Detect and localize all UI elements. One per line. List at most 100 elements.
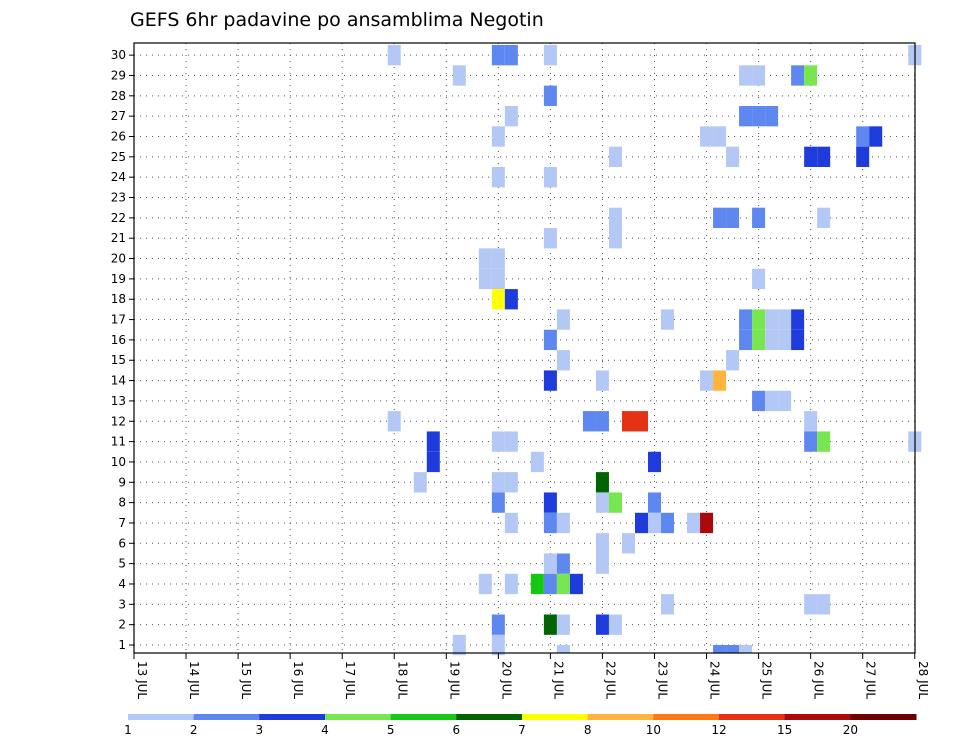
y-tick-label: 11 — [111, 435, 126, 449]
heatmap-cell — [661, 309, 675, 330]
legend-swatch — [259, 714, 326, 720]
legend-label: 5 — [387, 723, 395, 737]
data-cells — [387, 44, 922, 656]
heatmap-cell — [621, 411, 635, 432]
heatmap-cell — [700, 126, 714, 147]
heatmap-cell — [491, 431, 505, 452]
legend-label: 15 — [777, 723, 792, 737]
heatmap-cell — [530, 573, 544, 595]
heatmap-cell — [543, 329, 557, 351]
heatmap-cell — [595, 411, 609, 432]
heatmap-cell — [869, 126, 883, 147]
heatmap-cell — [543, 167, 557, 188]
y-tick-label: 18 — [111, 292, 126, 306]
legend-swatch — [193, 714, 260, 720]
y-tick-label: 10 — [111, 455, 126, 469]
y-tick-label: 2 — [118, 618, 126, 632]
heatmap-cell — [713, 645, 727, 653]
heatmap-cell — [491, 472, 505, 493]
heatmap-cell — [713, 370, 727, 391]
heatmap-cell — [804, 431, 818, 452]
heatmap-cell — [739, 309, 753, 330]
heatmap-cell — [752, 268, 766, 290]
heatmap-cell — [752, 390, 766, 412]
legend-label: 1 — [124, 723, 132, 737]
heatmap-cell — [765, 309, 779, 330]
heatmap-cell — [661, 594, 675, 615]
heatmap-cell — [778, 329, 792, 351]
heatmap-cell — [608, 146, 622, 168]
y-tick-label: 5 — [118, 557, 126, 571]
y-tick-label: 3 — [118, 597, 126, 611]
heatmap-cell — [661, 512, 675, 534]
y-tick-label: 22 — [111, 211, 126, 225]
heatmap-cell — [504, 512, 518, 534]
legend-swatch — [587, 714, 654, 720]
legend-label: 8 — [584, 723, 592, 737]
legend-label: 20 — [843, 723, 858, 737]
y-tick-label: 25 — [111, 150, 126, 164]
heatmap-cell — [765, 105, 779, 127]
heatmap-cell — [478, 268, 492, 290]
heatmap-cell — [543, 553, 557, 574]
heatmap-cell — [556, 614, 570, 635]
heatmap-cell — [491, 268, 505, 290]
heatmap-cell — [765, 329, 779, 351]
y-tick-label: 7 — [118, 516, 126, 530]
heatmap-cell — [543, 370, 557, 391]
x-tick-label: 17 JUL — [343, 661, 357, 699]
legend-label: 10 — [646, 723, 661, 737]
heatmap-cell — [791, 65, 805, 86]
heatmap-cell — [634, 512, 648, 534]
y-tick-label: 29 — [111, 68, 126, 82]
x-tick-label: 14 JUL — [187, 661, 201, 699]
heatmap-cell — [739, 645, 753, 653]
legend-swatch — [325, 714, 392, 720]
heatmap-cell — [817, 594, 831, 615]
heatmap-cell — [856, 126, 870, 147]
heatmap-cell — [700, 370, 714, 391]
heatmap-cell — [804, 594, 818, 615]
legend-label: 6 — [453, 723, 461, 737]
y-tick-label: 9 — [118, 475, 126, 489]
heatmap-cell — [491, 167, 505, 188]
heatmap-cell — [504, 472, 518, 493]
heatmap-cell — [647, 492, 661, 513]
heatmap-cell — [556, 553, 570, 574]
y-tick-label: 16 — [111, 333, 126, 347]
y-tick-label: 23 — [111, 191, 126, 205]
heatmap-cell — [478, 248, 492, 269]
heatmap-cell — [621, 533, 635, 554]
heatmap-cell — [556, 512, 570, 534]
heatmap-cell — [543, 85, 557, 106]
x-tick-label: 22 JUL — [604, 661, 618, 699]
heatmap-cell — [491, 44, 505, 66]
heatmap-cell — [817, 146, 831, 168]
heatmap-cell — [778, 309, 792, 330]
legend-label: 3 — [256, 723, 264, 737]
heatmap-cell — [726, 645, 740, 653]
x-tick-label: 24 JUL — [708, 661, 722, 699]
heatmap-cell — [543, 512, 557, 534]
heatmap-cell — [700, 512, 714, 534]
legend-label: 2 — [190, 723, 198, 737]
x-tick-label: 23 JUL — [656, 661, 670, 699]
heatmap-cell — [504, 44, 518, 66]
heatmap-cell — [752, 65, 766, 86]
y-tick-label: 24 — [111, 170, 126, 184]
heatmap-cell — [543, 614, 557, 635]
legend-label: 12 — [711, 723, 726, 737]
heatmap-cell — [608, 614, 622, 635]
y-tick-label: 1 — [118, 638, 126, 652]
heatmap-cell — [556, 645, 570, 653]
heatmap-cell — [713, 207, 727, 229]
color-legend: 1 2 3 4 5 6 7 8 10 12 15 20 — [124, 714, 917, 737]
heatmap-cell — [608, 492, 622, 513]
heatmap-cell — [504, 573, 518, 595]
y-tick-label: 19 — [111, 272, 126, 286]
y-tick-label: 13 — [111, 394, 126, 408]
heatmap-cell — [504, 105, 518, 127]
heatmap-cell — [582, 411, 596, 432]
